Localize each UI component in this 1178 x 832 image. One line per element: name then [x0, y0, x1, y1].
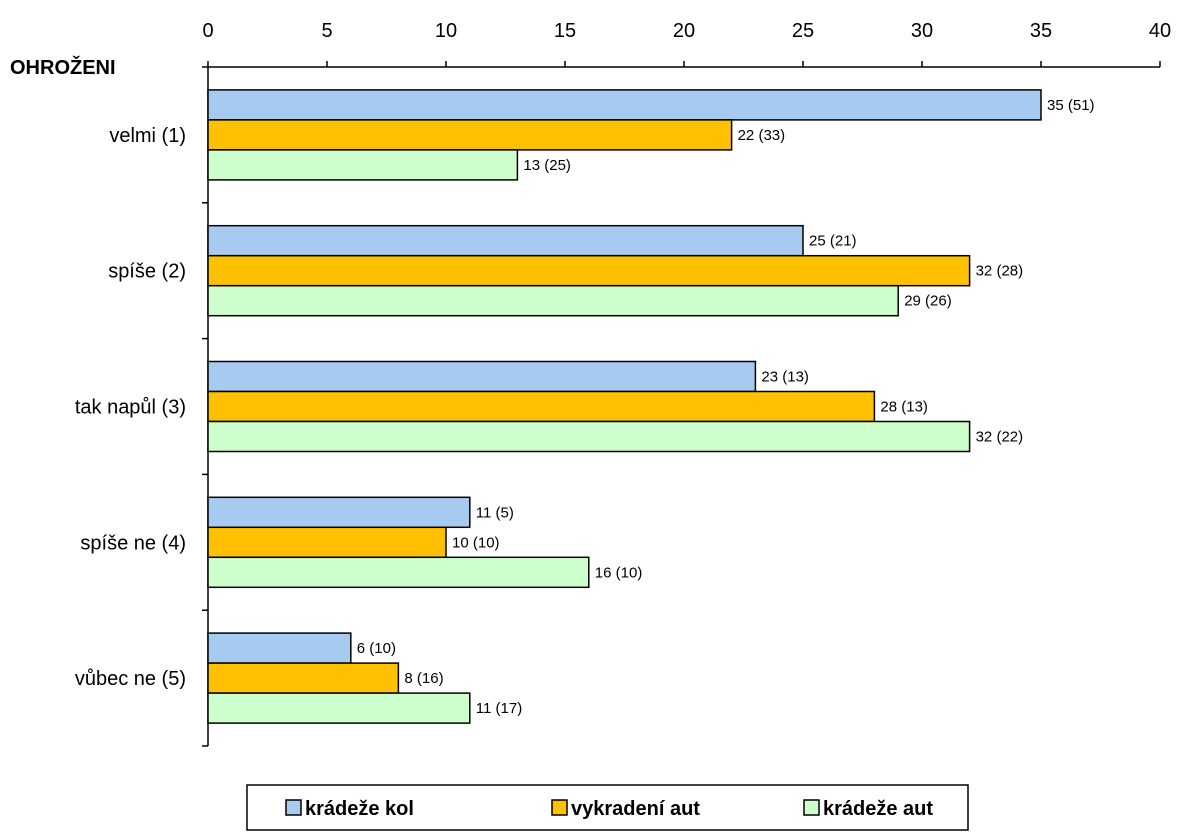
bar [207, 284, 899, 317]
data-label: 8 (16) [404, 670, 443, 687]
legend-label: krádeže kol [305, 798, 414, 820]
x-tick-label: 20 [673, 20, 695, 42]
data-label: 28 (13) [880, 399, 928, 416]
data-label: 10 (10) [452, 534, 500, 551]
legend-box [246, 784, 969, 831]
x-tick-label: 0 [202, 20, 213, 42]
bars: 35 (51) 22 (33) 13 (25) 25 (21) 32 (28) 29 (2… [207, 89, 1095, 724]
y-axis-title: OHROŽENI [10, 55, 116, 79]
x-tick-label: 40 [1149, 20, 1171, 42]
bar [207, 420, 971, 453]
bar [207, 556, 590, 589]
data-label: 16 (10) [595, 564, 643, 581]
legend: krádeže kol vykradení aut krádeže aut [246, 784, 969, 831]
bar [207, 224, 804, 257]
category-label: tak napůl (3) [75, 397, 186, 419]
category-label: spíše ne (4) [80, 532, 186, 554]
x-tick-label: 35 [1030, 20, 1052, 42]
category-label: spíše (2) [108, 261, 186, 283]
category-label: vůbec ne (5) [75, 668, 186, 690]
data-label: 22 (33) [738, 127, 786, 144]
bar [207, 89, 1042, 121]
bar [207, 254, 971, 287]
data-label: 32 (22) [976, 429, 1024, 446]
bar [207, 692, 471, 724]
data-label: 11 (5) [476, 504, 514, 521]
bar [207, 632, 352, 664]
bar [207, 662, 400, 694]
bar [207, 390, 876, 423]
data-label: 32 (28) [976, 263, 1024, 280]
x-tick-label: 25 [792, 20, 814, 42]
data-label: 35 (51) [1047, 97, 1095, 114]
data-label: 25 (21) [809, 233, 857, 250]
category-label: velmi (1) [109, 125, 186, 147]
x-tick-label: 10 [435, 20, 457, 42]
data-label: 23 (13) [761, 369, 809, 386]
legend-swatch [285, 799, 302, 816]
bar [207, 526, 447, 559]
data-label: 11 (17) [476, 700, 522, 717]
x-tick-label: 5 [321, 20, 332, 42]
data-label: 6 (10) [357, 640, 396, 657]
legend-label: krádeže aut [823, 798, 933, 820]
legend-swatch [551, 799, 568, 816]
data-label: 13 (25) [523, 157, 571, 174]
x-tick-label: 15 [554, 20, 576, 42]
legend-label: vykradení aut [571, 798, 700, 820]
bar [207, 496, 471, 529]
data-label: 29 (26) [904, 293, 952, 310]
legend-swatch [803, 799, 820, 816]
bar [207, 149, 519, 181]
bar [207, 360, 757, 393]
x-tick-label: 30 [911, 20, 933, 42]
bar [207, 119, 733, 151]
